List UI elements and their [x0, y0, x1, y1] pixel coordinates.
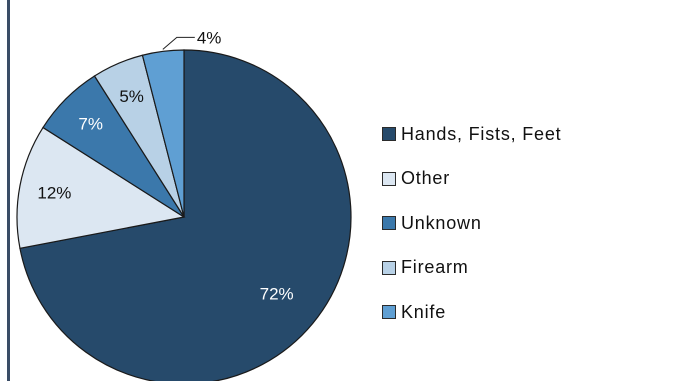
legend-swatch: [382, 305, 396, 320]
legend-label: Other: [401, 168, 451, 189]
slice-value-label: 12%: [37, 183, 71, 202]
slice-value-label: 4%: [197, 28, 222, 47]
legend-label: Hands, Fists, Feet: [401, 123, 562, 144]
legend-item: Other: [382, 157, 561, 202]
leader-line: [162, 36, 195, 50]
legend-label: Firearm: [401, 257, 469, 278]
pie-slice-hands-fists-feet: [19, 49, 352, 381]
legend-item: Hands, Fists, Feet: [382, 112, 561, 157]
legend-label: Knife: [401, 301, 447, 322]
legend-item: Knife: [382, 290, 561, 335]
left-border: [7, 0, 10, 381]
legend-item: Unknown: [382, 201, 561, 246]
legend-swatch: [382, 216, 396, 231]
legend-item: Firearm: [382, 246, 561, 291]
legend: Hands, Fists, Feet Other Unknown Firearm…: [382, 112, 561, 335]
legend-swatch: [382, 260, 396, 275]
legend-swatch: [382, 127, 396, 142]
slice-value-label: 7%: [78, 115, 103, 134]
slice-value-label: 72%: [260, 285, 294, 304]
pie-slice-other: [16, 126, 186, 249]
slice-value-label: 5%: [119, 87, 144, 106]
pie-slice-knife: [141, 49, 185, 218]
legend-swatch: [382, 171, 396, 186]
legend-label: Unknown: [401, 212, 482, 233]
